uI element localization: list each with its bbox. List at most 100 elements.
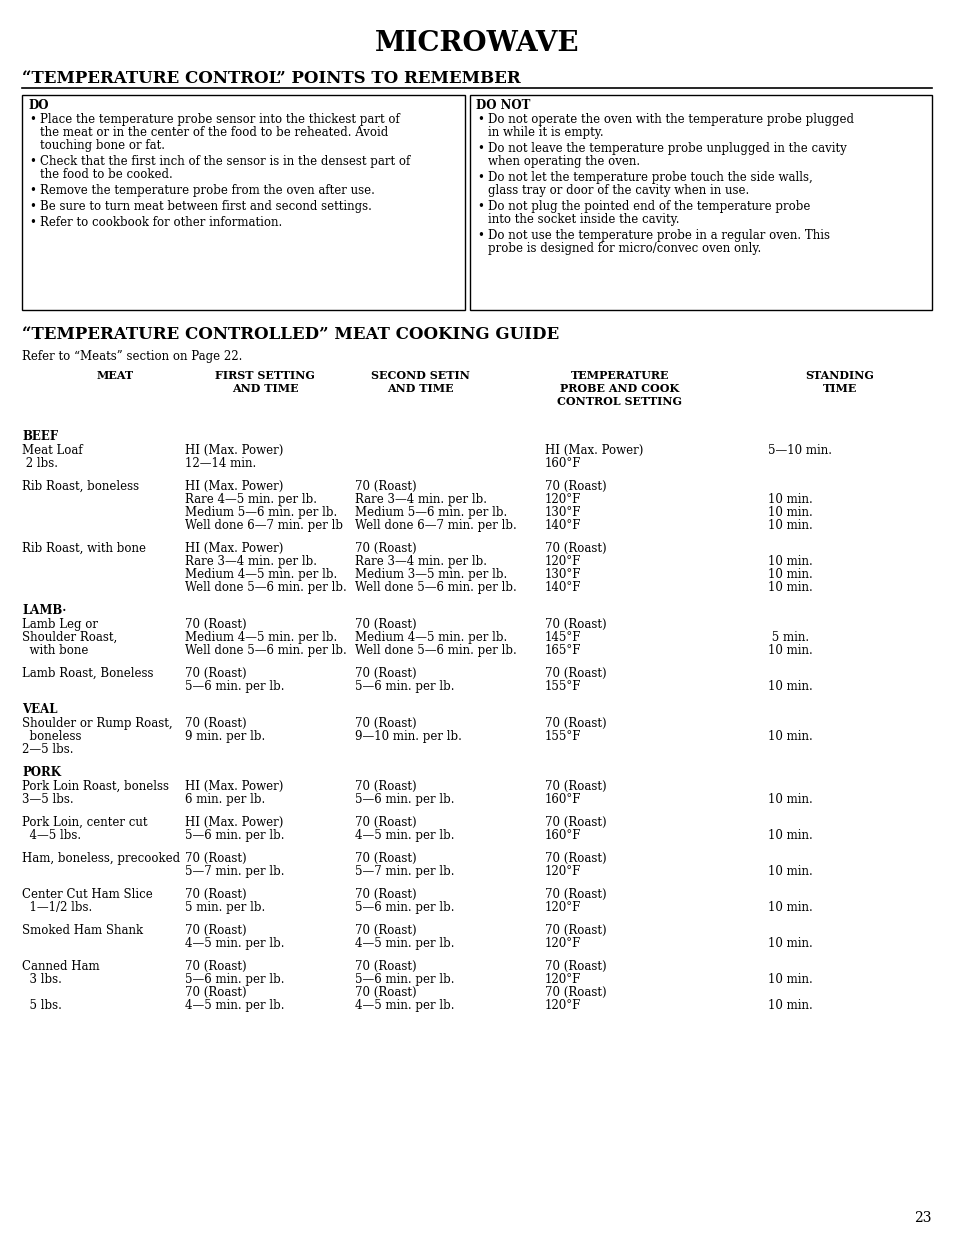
- Text: 70 (Roast): 70 (Roast): [355, 781, 416, 793]
- Text: 10 min.: 10 min.: [767, 864, 812, 878]
- Text: 70 (Roast): 70 (Roast): [544, 667, 606, 680]
- Text: 70 (Roast): 70 (Roast): [185, 618, 247, 631]
- Text: •: •: [476, 142, 483, 156]
- Text: FIRST SETTING
AND TIME: FIRST SETTING AND TIME: [214, 370, 314, 394]
- Text: Well done 6—7 min. per lb.: Well done 6—7 min. per lb.: [355, 519, 517, 532]
- Text: Do not operate the oven with the temperature probe plugged: Do not operate the oven with the tempera…: [488, 112, 853, 126]
- Text: Rare 4—5 min. per lb.: Rare 4—5 min. per lb.: [185, 493, 316, 506]
- Text: 70 (Roast): 70 (Roast): [355, 718, 416, 730]
- Text: 10 min.: 10 min.: [767, 680, 812, 693]
- Bar: [22, 95, 464, 310]
- Text: Rib Roast, with bone: Rib Roast, with bone: [22, 542, 146, 555]
- Text: 70 (Roast): 70 (Roast): [544, 480, 606, 493]
- Text: 160°F: 160°F: [544, 793, 581, 806]
- Text: 10 min.: 10 min.: [767, 493, 812, 506]
- Text: 120°F: 120°F: [544, 864, 580, 878]
- Text: 4—5 min. per lb.: 4—5 min. per lb.: [355, 937, 454, 950]
- Text: 5—6 min. per lb.: 5—6 min. per lb.: [355, 680, 454, 693]
- Text: 70 (Roast): 70 (Roast): [544, 542, 606, 555]
- Text: 10 min.: 10 min.: [767, 937, 812, 950]
- Text: 10 min.: 10 min.: [767, 902, 812, 914]
- Text: Medium 5—6 min. per lb.: Medium 5—6 min. per lb.: [185, 506, 337, 519]
- Text: 120°F: 120°F: [544, 999, 580, 1011]
- Text: MICROWAVE: MICROWAVE: [375, 30, 578, 57]
- Text: 6 min. per lb.: 6 min. per lb.: [185, 793, 265, 806]
- Text: 70 (Roast): 70 (Roast): [355, 618, 416, 631]
- Text: BEEF: BEEF: [22, 430, 58, 443]
- Text: 120°F: 120°F: [544, 937, 580, 950]
- Text: 70 (Roast): 70 (Roast): [185, 924, 247, 937]
- Text: SECOND SETIN
AND TIME: SECOND SETIN AND TIME: [370, 370, 469, 394]
- Text: 70 (Roast): 70 (Roast): [544, 718, 606, 730]
- Text: Medium 3—5 min. per lb.: Medium 3—5 min. per lb.: [355, 568, 507, 580]
- Text: 70 (Roast): 70 (Roast): [185, 852, 247, 864]
- Text: 155°F: 155°F: [544, 680, 581, 693]
- Text: 10 min.: 10 min.: [767, 568, 812, 580]
- Text: TEMPERATURE
PROBE AND COOK
CONTROL SETTING: TEMPERATURE PROBE AND COOK CONTROL SETTI…: [557, 370, 681, 406]
- Text: 160°F: 160°F: [544, 457, 581, 471]
- Text: HI (Max. Power): HI (Max. Power): [544, 445, 642, 457]
- Text: Pork Loin Roast, bonelss: Pork Loin Roast, bonelss: [22, 781, 169, 793]
- Text: 140°F: 140°F: [544, 519, 581, 532]
- Text: 70 (Roast): 70 (Roast): [544, 618, 606, 631]
- Text: 10 min.: 10 min.: [767, 793, 812, 806]
- Text: Check that the first inch of the sensor is in the densest part of: Check that the first inch of the sensor …: [40, 156, 410, 168]
- Text: 70 (Roast): 70 (Roast): [544, 781, 606, 793]
- Text: probe is designed for micro/convec oven only.: probe is designed for micro/convec oven …: [488, 242, 760, 254]
- Text: with bone: with bone: [22, 643, 89, 657]
- Text: Canned Ham: Canned Ham: [22, 960, 99, 973]
- Text: STANDING
TIME: STANDING TIME: [804, 370, 874, 394]
- Text: 120°F: 120°F: [544, 493, 580, 506]
- Text: 160°F: 160°F: [544, 829, 581, 842]
- Text: Meat Loaf: Meat Loaf: [22, 445, 83, 457]
- Text: 5—6 min. per lb.: 5—6 min. per lb.: [355, 793, 454, 806]
- Text: 4—5 min. per lb.: 4—5 min. per lb.: [355, 829, 454, 842]
- Text: 120°F: 120°F: [544, 902, 580, 914]
- Text: Do not use the temperature probe in a regular oven. This: Do not use the temperature probe in a re…: [488, 228, 829, 242]
- Text: MEAT: MEAT: [96, 370, 133, 382]
- Text: 10 min.: 10 min.: [767, 643, 812, 657]
- Text: 120°F: 120°F: [544, 973, 580, 986]
- Text: the meat or in the center of the food to be reheated. Avoid: the meat or in the center of the food to…: [40, 126, 388, 140]
- Text: 10 min.: 10 min.: [767, 973, 812, 986]
- Text: 4—5 min. per lb.: 4—5 min. per lb.: [185, 937, 284, 950]
- Text: 5—7 min. per lb.: 5—7 min. per lb.: [185, 864, 284, 878]
- Text: Medium 4—5 min. per lb.: Medium 4—5 min. per lb.: [185, 568, 337, 580]
- Text: Smoked Ham Shank: Smoked Ham Shank: [22, 924, 143, 937]
- Text: Medium 4—5 min. per lb.: Medium 4—5 min. per lb.: [185, 631, 337, 643]
- Text: touching bone or fat.: touching bone or fat.: [40, 140, 165, 152]
- Text: 4—5 min. per lb.: 4—5 min. per lb.: [355, 999, 454, 1011]
- Text: 140°F: 140°F: [544, 580, 581, 594]
- Text: •: •: [29, 200, 36, 212]
- Text: 70 (Roast): 70 (Roast): [355, 960, 416, 973]
- Text: 165°F: 165°F: [544, 643, 581, 657]
- Text: “TEMPERATURE CONTROLLED” MEAT COOKING GUIDE: “TEMPERATURE CONTROLLED” MEAT COOKING GU…: [22, 326, 558, 343]
- Text: Do not plug the pointed end of the temperature probe: Do not plug the pointed end of the tempe…: [488, 200, 809, 212]
- Text: 23: 23: [914, 1212, 931, 1225]
- Text: Refer to “Meats” section on Page 22.: Refer to “Meats” section on Page 22.: [22, 350, 242, 363]
- Text: 10 min.: 10 min.: [767, 555, 812, 568]
- Text: Well done 5—6 min. per lb.: Well done 5—6 min. per lb.: [355, 643, 517, 657]
- Text: 70 (Roast): 70 (Roast): [185, 960, 247, 973]
- Text: 70 (Roast): 70 (Roast): [355, 480, 416, 493]
- Text: 2 lbs.: 2 lbs.: [22, 457, 58, 471]
- Text: 10 min.: 10 min.: [767, 580, 812, 594]
- Text: 3—5 lbs.: 3—5 lbs.: [22, 793, 73, 806]
- Text: •: •: [29, 216, 36, 228]
- Text: 70 (Roast): 70 (Roast): [355, 852, 416, 864]
- Text: •: •: [476, 200, 483, 212]
- Text: 10 min.: 10 min.: [767, 829, 812, 842]
- Bar: [470, 95, 931, 310]
- Text: •: •: [29, 156, 36, 168]
- Text: 70 (Roast): 70 (Roast): [185, 667, 247, 680]
- Text: Medium 4—5 min. per lb.: Medium 4—5 min. per lb.: [355, 631, 507, 643]
- Text: •: •: [476, 170, 483, 184]
- Text: Well done 6—7 min. per lb: Well done 6—7 min. per lb: [185, 519, 343, 532]
- Text: Medium 5—6 min. per lb.: Medium 5—6 min. per lb.: [355, 506, 507, 519]
- Text: 5 min.: 5 min.: [767, 631, 808, 643]
- Text: 70 (Roast): 70 (Roast): [355, 924, 416, 937]
- Text: 70 (Roast): 70 (Roast): [544, 852, 606, 864]
- Text: 4—5 min. per lb.: 4—5 min. per lb.: [185, 999, 284, 1011]
- Text: 70 (Roast): 70 (Roast): [544, 986, 606, 999]
- Text: 70 (Roast): 70 (Roast): [544, 888, 606, 902]
